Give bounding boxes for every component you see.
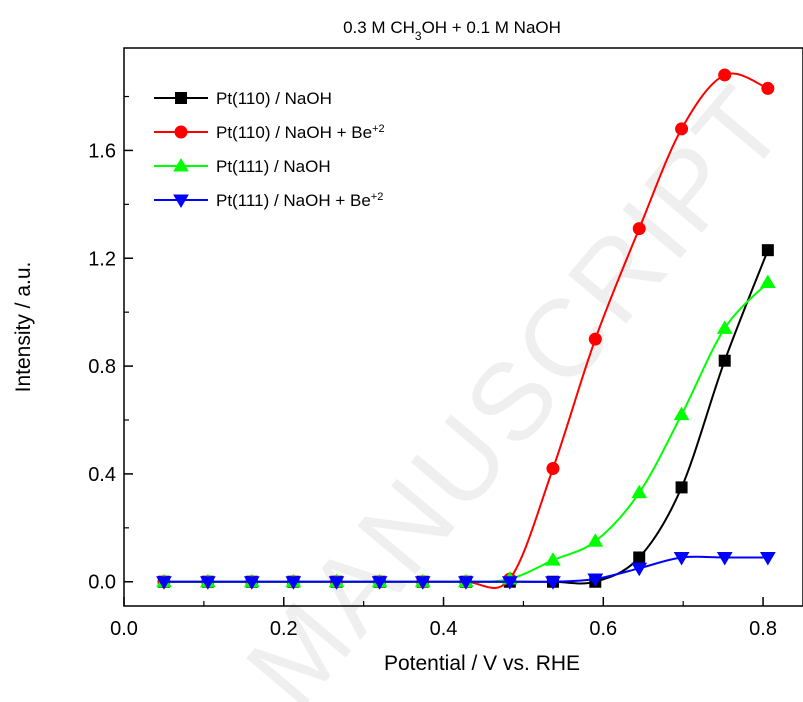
data-point <box>675 122 689 136</box>
y-axis-title: Intensity / a.u. <box>12 262 35 393</box>
y-tick-label: 1.2 <box>88 248 116 270</box>
legend-label: Pt(110) / NaOH + Be+2 <box>216 123 385 142</box>
y-tick-label: 0.4 <box>88 464 116 486</box>
y-axis-ticks: 0.0 0.4 0.8 1.2 1.6 <box>88 95 133 594</box>
data-point <box>673 406 690 421</box>
data-point <box>673 551 690 566</box>
data-point <box>545 552 561 566</box>
data-point <box>759 274 776 289</box>
legend-item: Pt(111) / NaOH + Be+2 <box>154 191 383 210</box>
data-point <box>716 320 733 334</box>
x-axis-ticks: 0.0 0.2 0.4 0.6 0.8 <box>110 597 777 640</box>
x-tick-label: 0.4 <box>430 618 458 640</box>
legend: Pt(110) / NaOH Pt(110) / NaOH + Be+2 Pt(11… <box>154 89 385 210</box>
data-point <box>545 576 561 590</box>
data-point <box>200 576 216 590</box>
data-point <box>716 551 733 566</box>
data-point <box>285 576 302 590</box>
legend-label: Pt(111) / NaOH <box>216 157 331 176</box>
data-point <box>631 484 648 499</box>
legend-item: Pt(110) / NaOH <box>154 89 332 108</box>
x-axis-title: Potential / V vs. RHE <box>384 652 580 675</box>
data-point <box>718 354 731 367</box>
plot-frame <box>123 47 803 607</box>
chart-title: 0.3 M CH3OH + 0.1 M NaOH <box>343 18 561 43</box>
data-point <box>587 573 604 588</box>
legend-marker <box>175 92 187 104</box>
data-point <box>501 576 518 590</box>
data-point <box>587 533 604 547</box>
data-point <box>675 481 688 494</box>
data-point <box>632 222 646 236</box>
data-point <box>156 576 172 590</box>
legend-marker <box>173 158 189 172</box>
data-point <box>759 551 776 566</box>
legend-label: Pt(110) / NaOH <box>216 89 332 108</box>
legend-item: Pt(111) / NaOH <box>154 157 331 176</box>
y-tick-label: 1.6 <box>88 140 116 162</box>
legend-label: Pt(111) / NaOH + Be+2 <box>216 191 383 210</box>
x-tick-label: 0.0 <box>110 618 138 640</box>
x-tick-label: 0.8 <box>749 618 777 640</box>
data-point <box>761 244 774 257</box>
data-point <box>718 68 732 82</box>
data-point <box>243 576 260 590</box>
data-point <box>633 551 646 564</box>
data-point <box>546 462 560 476</box>
data-point <box>328 576 345 590</box>
legend-marker <box>174 125 188 139</box>
data-point <box>761 81 775 95</box>
legend-item: Pt(110) / NaOH + Be+2 <box>154 123 385 142</box>
data-point <box>588 332 602 346</box>
data-point <box>371 576 388 590</box>
x-tick-label: 0.2 <box>270 618 298 640</box>
series-4 <box>156 551 776 590</box>
y-tick-label: 0.0 <box>88 572 116 594</box>
y-tick-label: 0.8 <box>88 356 116 378</box>
series-layer <box>156 68 776 590</box>
x-tick-label: 0.6 <box>589 618 617 640</box>
legend-marker <box>173 194 189 208</box>
data-point <box>458 576 474 590</box>
data-point <box>631 562 648 577</box>
data-point <box>414 576 431 590</box>
